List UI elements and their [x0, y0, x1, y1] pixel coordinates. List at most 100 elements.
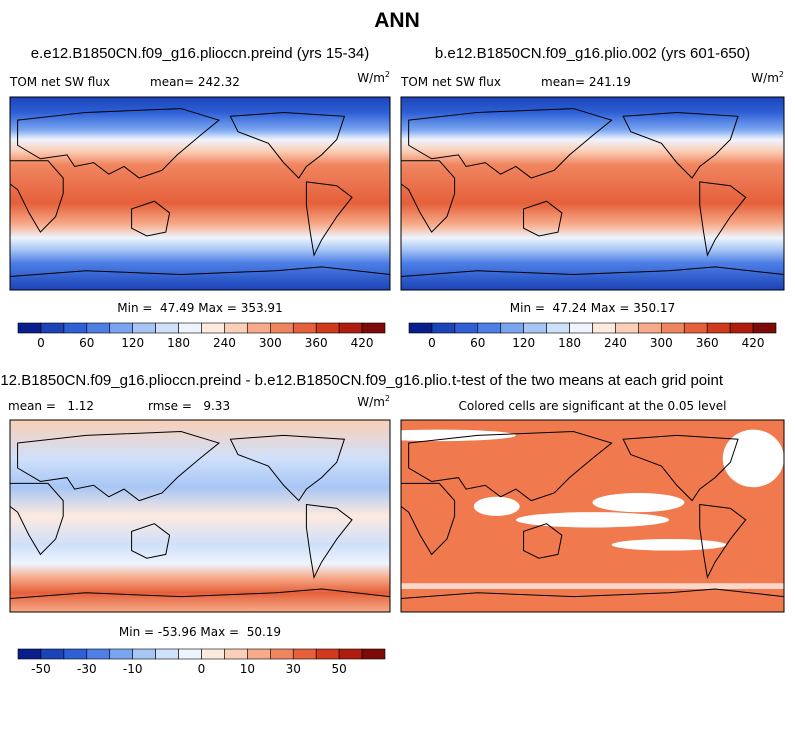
coastline: [229, 434, 346, 502]
rmse: rmse = 9.33: [148, 399, 230, 413]
insignificant-area: [473, 496, 520, 516]
colorbar-box: [270, 322, 294, 334]
colorbar-box: [683, 322, 708, 334]
colorbar-box: [109, 322, 133, 334]
panel-title: b.e12.B1850CN.f09_g16.plio.002 (yrs 601-…: [435, 45, 750, 62]
insignificant-area: [592, 492, 685, 513]
colorbar-label: 420: [351, 336, 374, 350]
colorbar-box: [17, 648, 42, 660]
min-max: Min = 47.24 Max = 350.17: [510, 301, 675, 315]
coastline: [10, 588, 390, 600]
colorbar-box: [178, 322, 202, 334]
colorbar-box: [40, 648, 65, 660]
colorbar-label: 30: [286, 662, 301, 676]
colorbar-label: 120: [512, 336, 535, 350]
coastline: [401, 482, 456, 556]
panel-title: t-test of the two means at each grid poi…: [452, 372, 724, 389]
map3: [401, 420, 784, 612]
colorbar-box: [500, 322, 524, 334]
colorbar-box: [661, 322, 685, 334]
mean: mean= 242.32: [150, 75, 240, 89]
map-field: [10, 420, 390, 612]
units: W/m2: [751, 70, 784, 85]
colorbar-box: [315, 322, 340, 334]
colorbar-label: 60: [470, 336, 485, 350]
coastline: [408, 431, 613, 502]
mean: mean= 241.19: [541, 75, 631, 89]
figure-title: ANN: [374, 9, 420, 32]
map1: [401, 97, 784, 290]
colorbar-label: 120: [121, 336, 144, 350]
colorbar-label: 360: [305, 336, 328, 350]
colorbar-box: [178, 648, 202, 660]
colorbar-label: -10: [123, 662, 143, 676]
field-name: TOM net SW flux: [400, 75, 501, 89]
coastline: [408, 108, 613, 179]
colorbar-box: [247, 322, 271, 334]
colorbar-box: [546, 322, 570, 334]
map-frame: [400, 419, 785, 613]
coastline: [131, 200, 171, 237]
units-sup: 2: [385, 394, 390, 403]
colorbar-box: [338, 648, 363, 660]
colorbar-box: [315, 648, 340, 660]
units: W/m2: [357, 70, 390, 85]
coastline: [305, 503, 353, 580]
coastline: [131, 523, 171, 559]
colorbar-box: [338, 322, 363, 334]
coastline: [10, 266, 390, 277]
colorbar-box: [132, 648, 156, 660]
coastline: [622, 434, 739, 502]
colorbar-box: [224, 648, 248, 660]
colorbar-box: [63, 322, 88, 334]
colorbar-box: [431, 322, 456, 334]
coastline: [229, 111, 346, 179]
coastline: [17, 431, 221, 502]
colorbar-label: 180: [558, 336, 581, 350]
colorbar-box: [247, 648, 271, 660]
mean: mean = 1.12: [8, 399, 94, 413]
map-frame: [9, 96, 391, 291]
colorbar-box: [523, 322, 547, 334]
coastline: [523, 200, 563, 237]
insignificant-area: [515, 512, 670, 528]
panel-title: e.e12.B1850CN.f09_g16.plioccn.preind - b…: [0, 372, 477, 389]
colorbar-box: [361, 322, 386, 334]
colorbar-label: 60: [79, 336, 94, 350]
coastline: [305, 181, 353, 257]
title-bg: [450, 372, 750, 392]
colorbar-label: 240: [213, 336, 236, 350]
colorbar-box: [40, 322, 65, 334]
colorbar-label: 180: [167, 336, 190, 350]
map-field: [401, 97, 784, 290]
coastline: [401, 266, 784, 277]
insignificant-area: [722, 429, 784, 488]
colorbar-box: [224, 322, 248, 334]
map-field: [10, 97, 390, 290]
coastline: [17, 108, 221, 179]
colorbar-box: [729, 322, 754, 334]
coastline: [401, 588, 784, 600]
colorbar-label: 420: [742, 336, 765, 350]
colorbar-box: [477, 322, 502, 334]
colorbar-label: 0: [37, 336, 45, 350]
colorbar-box: [569, 322, 593, 334]
coastline: [699, 181, 747, 257]
coastline: [10, 482, 64, 556]
colorbar-box: [86, 648, 111, 660]
colorbar-box: [361, 648, 386, 660]
colorbar-box: [155, 322, 179, 334]
colorbar-label: -50: [31, 662, 51, 676]
coastline: [401, 160, 456, 233]
map0: [10, 97, 390, 290]
units-base: W/m: [357, 71, 385, 85]
field-name: TOM net SW flux: [9, 75, 110, 89]
colorbar-label: 360: [696, 336, 719, 350]
colorbar-box: [270, 648, 294, 660]
colorbar-label: 0: [198, 662, 206, 676]
panel-title: e.e12.B1850CN.f09_g16.plioccn.preind (yr…: [31, 45, 370, 62]
insignificant-area: [611, 539, 727, 551]
colorbar-box: [155, 648, 179, 660]
